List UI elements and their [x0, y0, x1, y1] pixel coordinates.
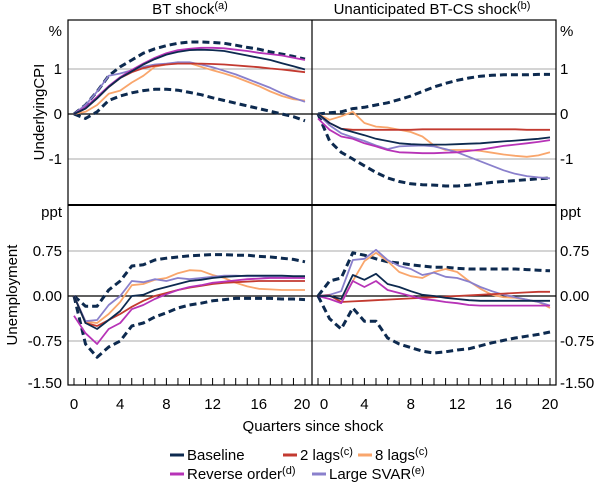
series-baseline	[73, 48, 306, 115]
y-tick-label: -1	[49, 151, 62, 168]
panel-1	[68, 40, 312, 160]
series-reverse-order	[317, 280, 550, 307]
series-reverse-order	[73, 46, 306, 115]
y-tick-label: 0.75	[33, 243, 62, 260]
y-tick-label: -1.50	[28, 375, 62, 392]
band-lower	[72, 295, 306, 359]
y-tick-label: -1.50	[560, 375, 594, 392]
series-reverse-order	[73, 277, 305, 345]
series-reverse-order	[317, 117, 551, 155]
x-tick-label: 16	[495, 396, 512, 413]
band-upper	[317, 72, 550, 116]
y-tick-label: 0.00	[33, 288, 62, 305]
x-tick-label: 20	[542, 396, 559, 413]
y-tick-label: 0.00	[560, 288, 589, 305]
x-tick-label: 0	[320, 396, 328, 413]
series-baseline	[318, 272, 550, 302]
y-label-unemployment: Unemployment	[4, 244, 21, 346]
series-8-lags	[73, 269, 305, 324]
legend-item: Large SVAR(e)	[329, 465, 425, 483]
series-2-lags	[317, 290, 550, 303]
x-tick-label: 8	[407, 396, 415, 413]
y-tick-label: 0	[54, 106, 62, 123]
y-tick-label: 1	[560, 61, 568, 78]
y-label-cpi: UnderlyingCPI	[31, 64, 48, 161]
y-tick-label: 1	[54, 61, 62, 78]
legend-item: Reverse order(d)	[187, 465, 296, 483]
column-title-unanticipated: Unanticipated BT-CS shock(b)	[334, 0, 531, 18]
panel-2	[312, 68, 556, 188]
y-tick-label: -1	[560, 151, 573, 168]
series-baseline	[317, 113, 551, 146]
series-large-svar	[317, 248, 551, 307]
legend-item: Baseline	[187, 447, 245, 464]
legend-item: 8 lags(c)	[375, 446, 428, 464]
x-tick-label: 16	[250, 396, 267, 413]
y-tick-label: -0.75	[560, 333, 594, 350]
band-lower	[316, 295, 551, 355]
column-title-bt-shock: BT shock(a)	[152, 0, 228, 18]
y-tick-label: -0.75	[28, 333, 62, 350]
band-lower	[316, 113, 551, 188]
series-large-svar	[317, 113, 551, 180]
x-tick-label: 8	[162, 396, 170, 413]
band-lower	[73, 87, 306, 123]
y-unit-label: %	[560, 23, 573, 40]
legend: Baseline 2 lags(c) 8 lags(c) Reverse order(…	[170, 446, 428, 483]
x-axis-label: Quarters since shock	[243, 418, 384, 435]
series-2-lags	[317, 113, 550, 131]
x-tick-label: 4	[116, 396, 124, 413]
panels: % 1 0 -1% 1 0 -1 ppt 0.75 0.00 -0.75 -1.50 ppt 0.75 0.…	[28, 19, 594, 413]
y-unit-label: ppt	[41, 204, 63, 221]
legend-item: 2 lags(c)	[300, 446, 353, 464]
x-tick-label: 20	[294, 396, 311, 413]
series-large-svar	[73, 274, 306, 323]
y-tick-label: 0.75	[560, 243, 589, 260]
panel-3	[68, 250, 312, 359]
y-unit-label: ppt	[560, 204, 582, 221]
x-tick-label: 0	[70, 396, 78, 413]
series-large-svar	[73, 61, 306, 115]
series-baseline	[73, 274, 305, 330]
panel-4	[312, 248, 556, 355]
x-tick-label: 12	[449, 396, 466, 413]
band-upper	[73, 40, 306, 116]
x-tick-label: 12	[204, 396, 221, 413]
series-8-lags	[317, 110, 551, 158]
y-tick-label: 0	[560, 106, 568, 123]
y-unit-label: %	[49, 23, 62, 40]
x-tick-label: 4	[360, 396, 368, 413]
